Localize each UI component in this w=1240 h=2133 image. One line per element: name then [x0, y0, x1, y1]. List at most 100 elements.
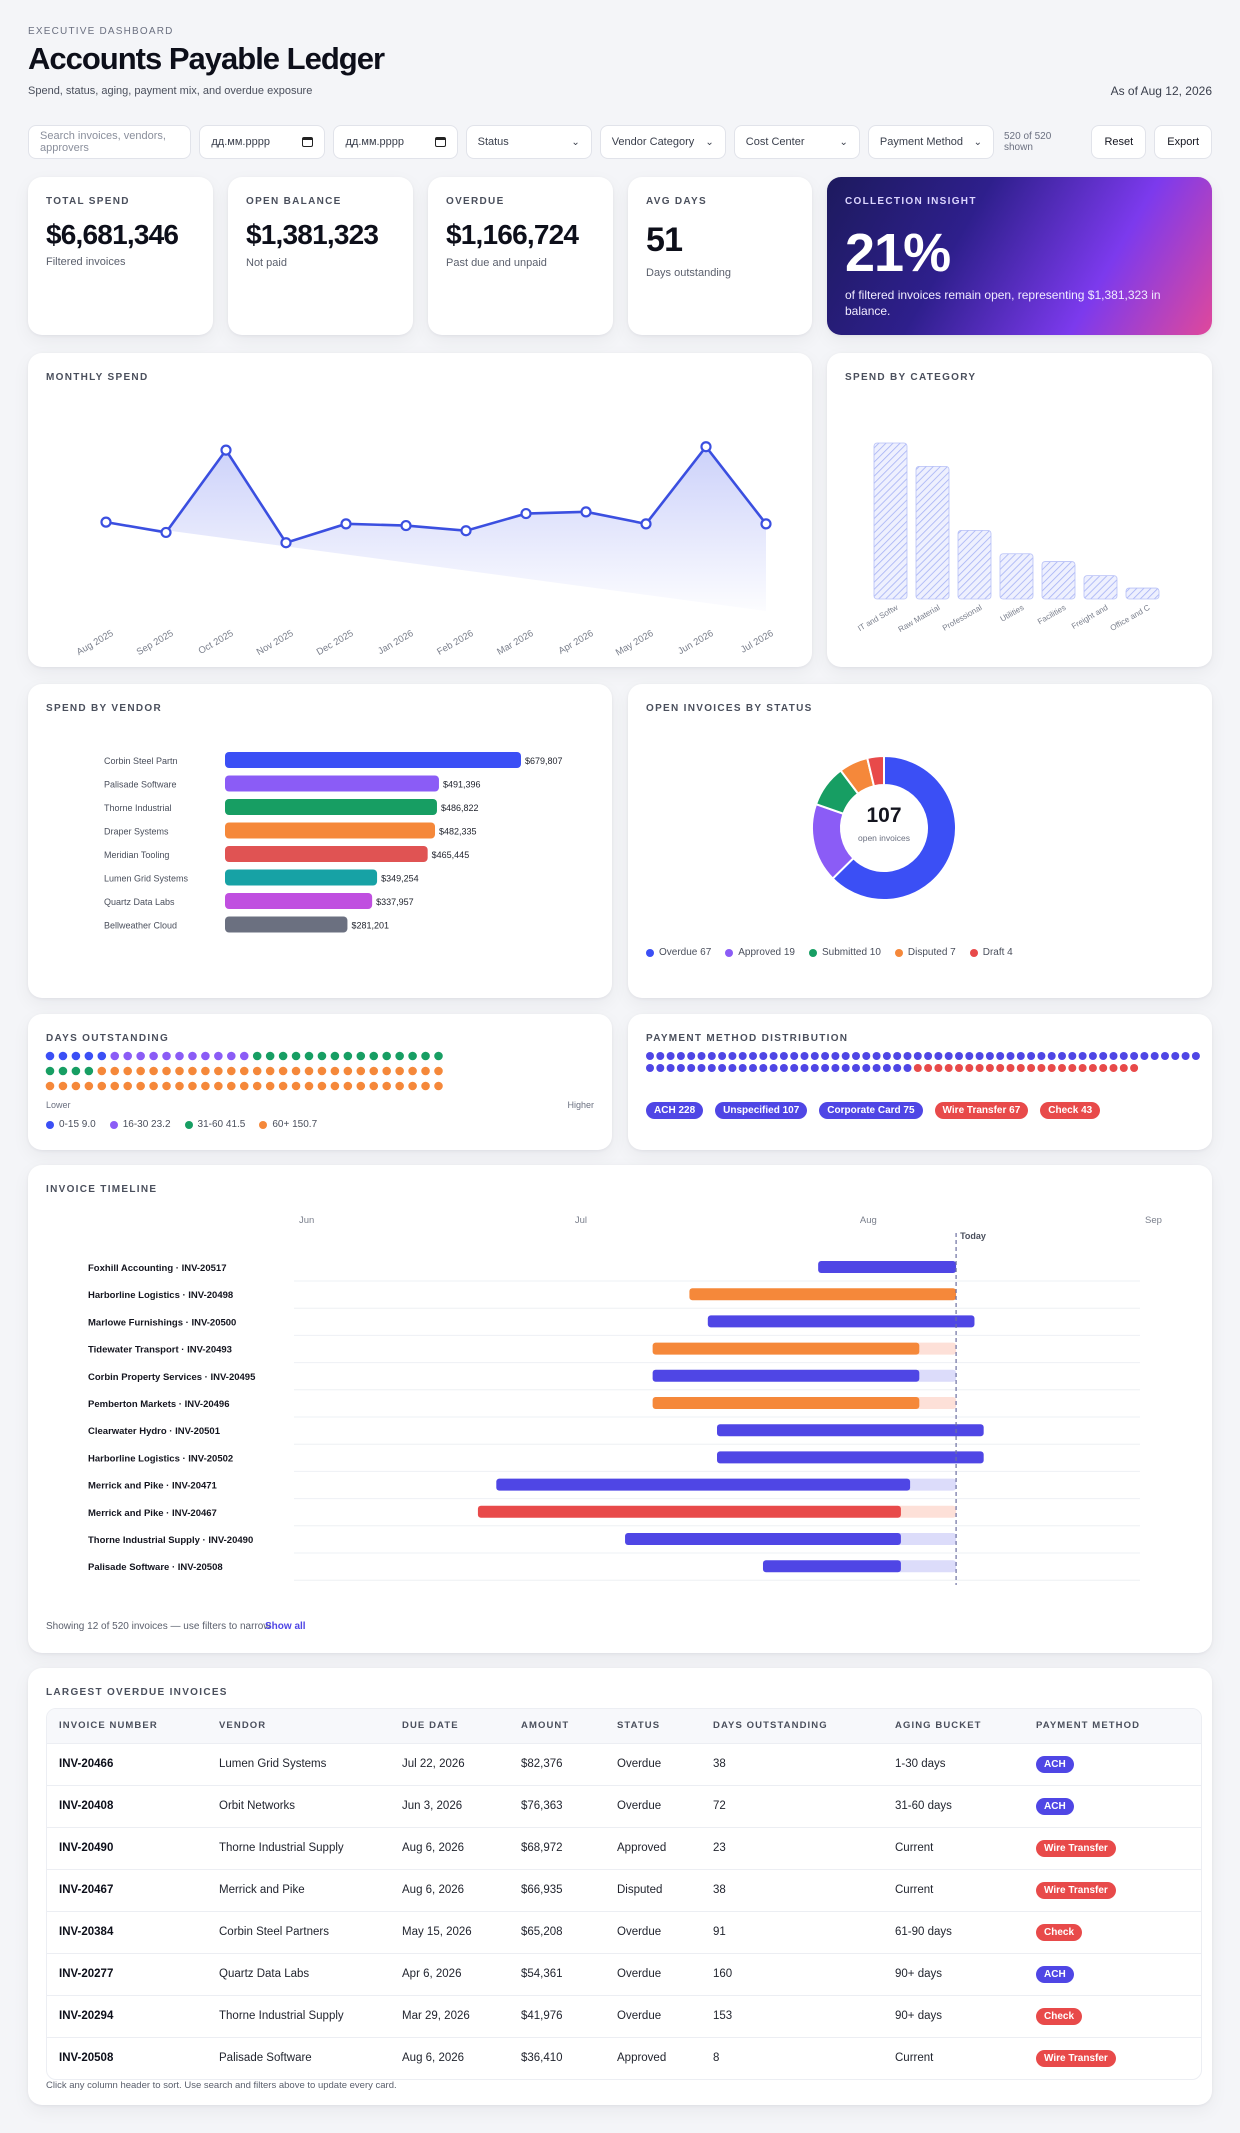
legend-item: 0-15 9.0: [46, 1119, 96, 1130]
payment-dot: [1027, 1052, 1036, 1060]
table-cell: Overdue: [605, 1994, 701, 2037]
legend-label: Approved 19: [738, 947, 795, 958]
table-row[interactable]: INV-20294 Thorne Industrial Supply Mar 29,…: [47, 1994, 1201, 2037]
table-cell: 23: [701, 1826, 883, 1869]
payment-dot: [687, 1052, 696, 1060]
payment-method-pill: ACH: [1036, 1755, 1074, 1773]
category-card: SPEND BY CATEGORY IT and Softw Raw Materi…: [827, 353, 1212, 667]
days-dot: [265, 1081, 275, 1091]
timeline-row-label: Harborline Logistics · INV-20502: [88, 1453, 233, 1464]
column-header[interactable]: INVOICE NUMBER: [47, 1709, 207, 1743]
legend-item: 31-60 41.5: [184, 1119, 245, 1130]
payment-dot: [872, 1064, 881, 1072]
table-row[interactable]: INV-20466 Lumen Grid Systems Jul 22, 2026 $…: [47, 1742, 1201, 1785]
data-point: [220, 444, 232, 456]
timeline-bar: [625, 1533, 901, 1545]
table-row[interactable]: INV-20467 Merrick and Pike Aug 6, 2026 $66,…: [47, 1868, 1201, 1911]
donut-slice: [866, 754, 885, 788]
payment-dot: [1047, 1052, 1056, 1060]
payment-dot: [1078, 1064, 1087, 1072]
table-cell: Apr 6, 2026: [390, 1952, 509, 1995]
payment-method-pill[interactable]: Wire Transfer 67: [934, 1102, 1029, 1119]
payment-dot: [955, 1064, 963, 1072]
legend-dot: [184, 1120, 193, 1129]
payment-method-pill: Check: [1036, 2007, 1083, 2025]
table-cell: Current: [883, 2036, 1024, 2079]
days-dot: [252, 1066, 262, 1076]
payment-dot: [1181, 1052, 1190, 1060]
timeline-bar: [818, 1261, 957, 1273]
payment-dot: [934, 1064, 943, 1072]
column-header[interactable]: VENDOR: [207, 1709, 390, 1743]
payment-dot: [1119, 1052, 1128, 1060]
table-row[interactable]: INV-20408 Orbit Networks Jun 3, 2026 $76,36…: [47, 1784, 1201, 1827]
table-row[interactable]: INV-20277 Quartz Data Labs Apr 6, 2026 $54,…: [47, 1952, 1201, 1995]
table-cell: ACH: [1024, 1742, 1201, 1785]
legend-label: 60+ 150.7: [272, 1119, 318, 1130]
column-header[interactable]: PAYMENT METHOD: [1024, 1709, 1201, 1743]
vendor-category-select[interactable]: Vendor Category ⌄: [599, 125, 726, 159]
timeline-tail: [896, 1560, 957, 1573]
status-donut-chart: [811, 754, 957, 901]
days-dot: [395, 1081, 404, 1091]
payment-dot: [903, 1052, 912, 1060]
days-dot: [123, 1066, 132, 1076]
date-to-field[interactable]: дд.мм.рррр: [333, 125, 458, 159]
data-point: [340, 518, 352, 530]
timeline-row-label: Tidewater Transport · INV-20493: [88, 1345, 232, 1356]
cost-center-select[interactable]: Cost Center ⌄: [733, 125, 860, 159]
payment-dot: [749, 1052, 757, 1060]
days-dot: [356, 1066, 366, 1076]
timeline-row-label: Merrick and Pike · INV-20467: [88, 1508, 217, 1519]
column-header[interactable]: DUE DATE: [390, 1709, 509, 1743]
payment-dot: [1068, 1052, 1077, 1060]
payment-method-pill[interactable]: Unspecified 107: [715, 1102, 808, 1119]
days-dot-chart: [45, 1051, 443, 1091]
days-dot: [239, 1066, 249, 1076]
days-dot: [110, 1081, 120, 1091]
search-input[interactable]: Search invoices, vendors, approvers: [28, 125, 192, 159]
payment-method-pill[interactable]: ACH 228: [646, 1102, 704, 1119]
show-all-link[interactable]: Show all: [265, 1621, 306, 1632]
category-bar: [1125, 587, 1160, 600]
kpi-value: $1,166,724: [446, 219, 579, 250]
table-row[interactable]: INV-20384 Corbin Steel Partners May 15, 20…: [47, 1910, 1201, 1953]
payment-method-pill[interactable]: Corporate Card 75: [819, 1102, 923, 1119]
payment-method-select[interactable]: Payment Method ⌄: [867, 125, 994, 159]
export-button[interactable]: Export: [1154, 125, 1213, 159]
payment-method-card: PAYMENT METHOD DISTRIBUTION ACH 228 Unspe…: [628, 1014, 1212, 1150]
date-from-field[interactable]: дд.мм.рррр: [199, 125, 326, 159]
column-header[interactable]: AGING BUCKET: [883, 1709, 1024, 1743]
today-label: Today: [960, 1231, 986, 1241]
days-dot: [304, 1081, 314, 1091]
vendor-label: Corbin Steel Partn: [104, 756, 178, 766]
card-title: SPEND BY CATEGORY: [845, 372, 977, 383]
table-cell: 31-60 days: [883, 1784, 1024, 1827]
table-cell: Corbin Steel Partners: [207, 1910, 390, 1953]
days-dot: [408, 1051, 417, 1061]
timeline-row-label: Palisade Software · INV-20508: [88, 1562, 223, 1573]
timeline-bar: [717, 1424, 984, 1437]
column-header[interactable]: AMOUNT: [509, 1709, 605, 1743]
x-tick-label: Aug 2025: [75, 628, 116, 658]
timeline-chart: Jun Jul Aug Sep Foxhill Accounting · INV-205…: [88, 1215, 1162, 1585]
data-point: [700, 441, 712, 453]
days-dot: [58, 1081, 68, 1091]
legend-dot: [894, 948, 903, 957]
category-label: Facilities: [1036, 603, 1067, 626]
payment-dot: [810, 1052, 819, 1060]
page-title: Accounts Payable Ledger: [28, 41, 385, 76]
payment-method-pill: Check: [1036, 1923, 1083, 1941]
payment-method-pill[interactable]: Check 43: [1040, 1102, 1101, 1119]
days-dot: [252, 1081, 262, 1091]
table-row[interactable]: INV-20490 Thorne Industrial Supply Aug 6, …: [47, 1826, 1201, 1869]
table-cell: Aug 6, 2026: [390, 1826, 509, 1869]
column-header[interactable]: DAYS OUTSTANDING: [701, 1709, 883, 1743]
payment-dot: [1161, 1052, 1169, 1060]
column-header[interactable]: STATUS: [605, 1709, 701, 1743]
days-dot: [291, 1051, 301, 1061]
status-select[interactable]: Status ⌄: [465, 125, 592, 159]
table-row[interactable]: INV-20508 Palisade Software Aug 6, 2026 $36…: [47, 2036, 1201, 2079]
x-tick-label: Jan 2026: [376, 628, 415, 657]
reset-button[interactable]: Reset: [1091, 125, 1147, 159]
